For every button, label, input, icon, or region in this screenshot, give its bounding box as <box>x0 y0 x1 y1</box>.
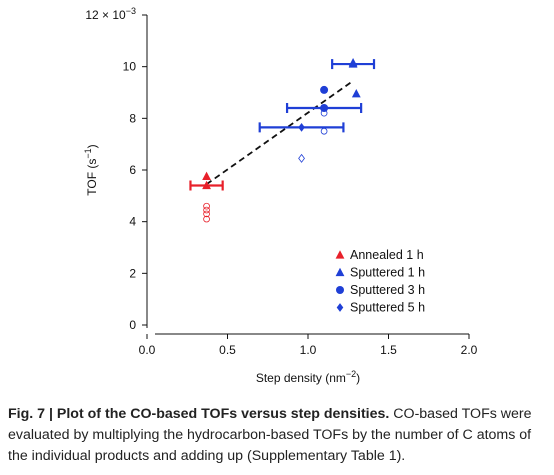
open-data-point <box>203 206 210 214</box>
y-tick-label: 2 <box>129 266 136 280</box>
mean-data-point <box>320 104 329 112</box>
legend-marker <box>335 250 345 259</box>
legend-marker <box>335 267 345 277</box>
legend-label: Annealed 1 h <box>350 248 424 262</box>
fit-line <box>206 80 354 185</box>
data-point <box>202 171 211 181</box>
fit-line-group <box>206 80 354 185</box>
y-axis-title: TOF (s−1) <box>83 144 99 195</box>
open-data-point <box>203 210 210 218</box>
data-point <box>320 85 329 94</box>
x-tick-label: 0.0 <box>139 343 156 357</box>
data-point <box>351 88 361 98</box>
axis-labels: Step density (nm−2) TOF (s−1) <box>83 144 360 385</box>
chart: 0.0 0.5 1.0 1.5 2.0 0 2 4 6 8 10 12 × 10−3 Annealed… <box>83 6 478 385</box>
open-data-point <box>203 215 210 223</box>
y-tick-label: 6 <box>129 163 136 177</box>
y-tick-label: 10 <box>123 60 137 74</box>
axes: 0.0 0.5 1.0 1.5 2.0 0 2 4 6 8 10 12 × 10−3 <box>85 6 477 357</box>
x-tick-label: 2.0 <box>461 343 478 357</box>
x-tick-label: 1.0 <box>300 343 317 357</box>
open-data-point <box>320 127 328 135</box>
y-multiplier-label: 12 × 10−3 <box>85 6 136 22</box>
x-tick-label: 1.5 <box>380 343 397 357</box>
mean-data-point <box>202 180 211 190</box>
caption-body: CO-based TOFs were evaluated by multiply… <box>8 406 532 464</box>
y-tick-label: 8 <box>129 111 136 125</box>
caption-title: Fig. 7 | Plot of the CO-based TOFs versu… <box>8 406 390 422</box>
y-tick-label: 0 <box>129 318 136 332</box>
legend-label: Sputtered 1 h <box>350 266 425 280</box>
data-point <box>348 57 358 67</box>
y-tick-label: 4 <box>129 215 136 229</box>
legend-marker <box>336 286 344 294</box>
legend-label: Sputtered 5 h <box>350 301 425 315</box>
x-axis-title: Step density (nm−2) <box>256 369 360 385</box>
figure-caption: Fig. 7 | Plot of the CO-based TOFs versu… <box>8 404 550 467</box>
open-data-point <box>298 153 305 163</box>
data-marks <box>189 57 376 223</box>
open-data-point <box>203 202 210 210</box>
legend: Annealed 1 h Sputtered 1 h Sputtered 3 h Sp… <box>335 248 425 315</box>
x-tick-label: 0.5 <box>219 343 236 357</box>
legend-label: Sputtered 3 h <box>350 283 425 297</box>
mean-data-point <box>298 122 305 132</box>
legend-marker <box>336 303 344 312</box>
